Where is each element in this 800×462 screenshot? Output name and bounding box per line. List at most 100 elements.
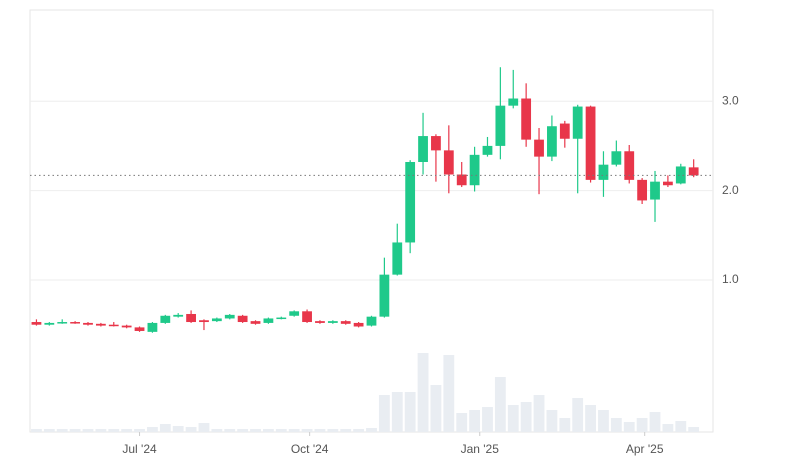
candle-body [624, 151, 635, 180]
candle-body [443, 150, 454, 175]
candle-body [327, 321, 338, 323]
volume-bar [366, 428, 377, 432]
candle-body [650, 181, 660, 200]
candle-body [95, 323, 106, 326]
volume-bar [520, 402, 532, 432]
candle-body [263, 318, 274, 323]
volume-bar [262, 429, 274, 432]
volume-bar [353, 429, 365, 432]
volume-bar [456, 413, 468, 432]
volume-bar [327, 429, 339, 432]
candle-body [508, 98, 519, 106]
candle-body [121, 325, 132, 328]
volume-bar [314, 429, 326, 432]
volume-bar [185, 427, 197, 432]
volume-bar [559, 418, 571, 432]
candle-body [70, 322, 81, 324]
volume-bar [417, 353, 429, 432]
volume-bar [172, 426, 184, 432]
candle-body [521, 98, 532, 140]
candle-body [237, 315, 248, 323]
volume-bar [494, 377, 506, 432]
candle-body [547, 126, 557, 157]
volume-bar [237, 429, 249, 432]
volume-bar [211, 429, 223, 432]
volume-bar [82, 429, 94, 432]
candle-body [675, 166, 686, 184]
candle-body [353, 322, 364, 327]
candle-body [340, 321, 351, 324]
candle-body [431, 136, 441, 151]
candle-body [534, 139, 544, 157]
volume-bar [585, 405, 596, 432]
candle-body [199, 320, 209, 323]
volume-bar [430, 385, 442, 432]
volume-bar [610, 418, 622, 432]
candle-body [134, 327, 145, 331]
y-tick-label: 3.0 [722, 93, 739, 107]
y-tick-label: 1.0 [722, 272, 739, 286]
volume-bar [572, 398, 584, 432]
volume-bar [662, 424, 674, 432]
candle-body [302, 311, 312, 323]
candle-body [276, 317, 287, 320]
volume-bar [404, 392, 416, 432]
volume-bar [688, 427, 700, 432]
volume-bar [391, 392, 403, 432]
y-tick-label: 2.0 [722, 183, 739, 197]
candle-body [392, 242, 403, 275]
candle-body [289, 311, 300, 316]
volume-bar [533, 395, 545, 432]
candle-body [611, 151, 622, 165]
volume-bar [56, 429, 68, 432]
volume-bar [623, 422, 635, 432]
candle-body [456, 174, 467, 186]
volume-bar [224, 429, 236, 432]
volume-bar [69, 429, 81, 432]
candle-body [147, 322, 158, 332]
volume-bar [636, 418, 648, 432]
volume-bar [340, 429, 352, 432]
candle-body [315, 321, 325, 323]
candle-body [57, 322, 68, 324]
candle-body [598, 164, 609, 180]
x-tick-label: Jul '24 [122, 442, 157, 456]
volume-bar [95, 429, 107, 432]
volume-bar [301, 429, 313, 432]
candle-body [160, 315, 171, 323]
candle-body [211, 318, 222, 322]
candle-body [405, 161, 416, 243]
volume-bar [275, 429, 287, 432]
volume-bar [134, 429, 145, 432]
x-tick-label: Jan '25 [461, 442, 500, 456]
candle-body [250, 321, 261, 324]
volume-bar [546, 410, 558, 432]
volume-bar [250, 429, 261, 432]
volume-bar [598, 410, 609, 432]
candle-body [559, 123, 570, 139]
volume-bar [108, 429, 120, 432]
candle-body [366, 316, 377, 326]
candle-body [572, 106, 583, 139]
candle-body [83, 322, 93, 325]
candle-body [224, 314, 235, 319]
volume-bar [288, 429, 300, 432]
candle-body [173, 314, 184, 317]
candle-body [418, 136, 428, 162]
candle-body [662, 181, 673, 186]
volume-bar [147, 427, 158, 432]
candle-body [108, 324, 119, 327]
candle-body [379, 274, 390, 317]
volume-bar [507, 405, 519, 432]
candle-body [469, 154, 480, 186]
volume-bar [675, 421, 687, 432]
candle-body [482, 145, 493, 155]
volume-bar [378, 395, 390, 432]
volume-bar [443, 355, 455, 432]
candle-body [495, 105, 506, 146]
candle-body [585, 106, 596, 180]
candle-body [44, 322, 55, 325]
volume-bar [121, 429, 133, 432]
volume-bar [198, 423, 210, 432]
